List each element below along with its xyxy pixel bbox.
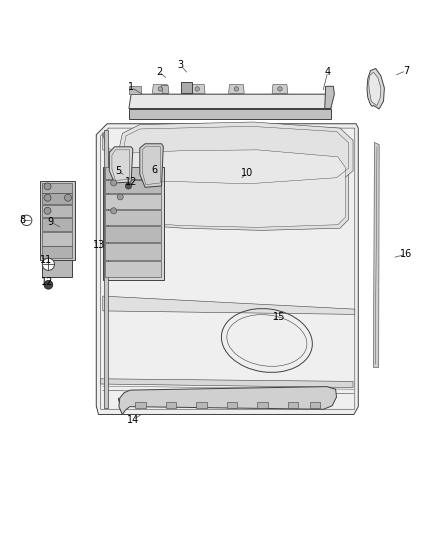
Polygon shape [181,83,191,93]
Polygon shape [103,296,355,314]
Bar [196,402,207,408]
Text: 14: 14 [127,415,139,425]
Text: 10: 10 [241,168,254,178]
Text: 11: 11 [40,255,52,265]
Polygon shape [118,122,353,188]
Bar [42,246,72,258]
Circle shape [117,194,123,200]
Polygon shape [374,142,379,367]
Text: 1: 1 [128,82,134,92]
Polygon shape [103,133,349,230]
Polygon shape [106,136,345,228]
Polygon shape [129,94,331,109]
Text: 12: 12 [41,277,53,287]
Bar [106,243,161,260]
Bar [106,194,161,209]
Bar [310,402,320,408]
Polygon shape [369,72,381,106]
Polygon shape [129,86,141,94]
Polygon shape [152,85,168,93]
Text: 16: 16 [400,249,412,260]
Polygon shape [229,85,244,93]
Text: 5: 5 [115,166,121,176]
Circle shape [111,208,117,214]
Polygon shape [101,379,353,387]
Bar [42,205,72,217]
Circle shape [44,207,51,214]
Text: 13: 13 [93,240,106,250]
Text: 8: 8 [19,215,25,225]
Polygon shape [119,386,336,415]
Text: 6: 6 [152,165,158,175]
Bar [106,261,161,277]
Bar [288,402,298,408]
Polygon shape [367,68,385,109]
Bar [166,402,177,408]
Bar [106,180,161,193]
Circle shape [44,280,53,289]
Text: 3: 3 [178,60,184,70]
Bar [42,183,72,192]
Circle shape [21,215,32,225]
Polygon shape [325,86,334,109]
Circle shape [44,194,51,201]
Bar [42,232,72,246]
Polygon shape [110,147,133,183]
Text: 2: 2 [156,67,162,77]
Text: 7: 7 [403,66,409,76]
Bar [106,227,161,242]
Bar [135,402,146,408]
Circle shape [234,87,239,91]
Polygon shape [129,109,331,118]
Text: 4: 4 [325,67,331,77]
Bar [42,218,72,231]
Polygon shape [104,130,109,408]
Polygon shape [189,85,205,93]
Circle shape [44,183,51,190]
Text: 9: 9 [47,217,53,227]
Polygon shape [42,260,72,277]
Bar [227,402,237,408]
Circle shape [158,87,162,91]
Circle shape [125,183,131,189]
Polygon shape [96,124,358,415]
Circle shape [64,194,71,201]
Text: 12: 12 [125,176,137,187]
Polygon shape [40,181,74,260]
Circle shape [278,87,282,91]
Circle shape [42,258,54,270]
Polygon shape [162,85,169,93]
Text: 15: 15 [273,312,285,321]
Bar [106,167,161,180]
Polygon shape [131,94,330,109]
Bar [257,402,268,408]
Bar [106,211,161,225]
Circle shape [195,87,199,91]
Bar [42,193,72,204]
Polygon shape [140,144,163,187]
Polygon shape [272,85,288,93]
Circle shape [111,180,117,186]
Polygon shape [103,167,164,280]
